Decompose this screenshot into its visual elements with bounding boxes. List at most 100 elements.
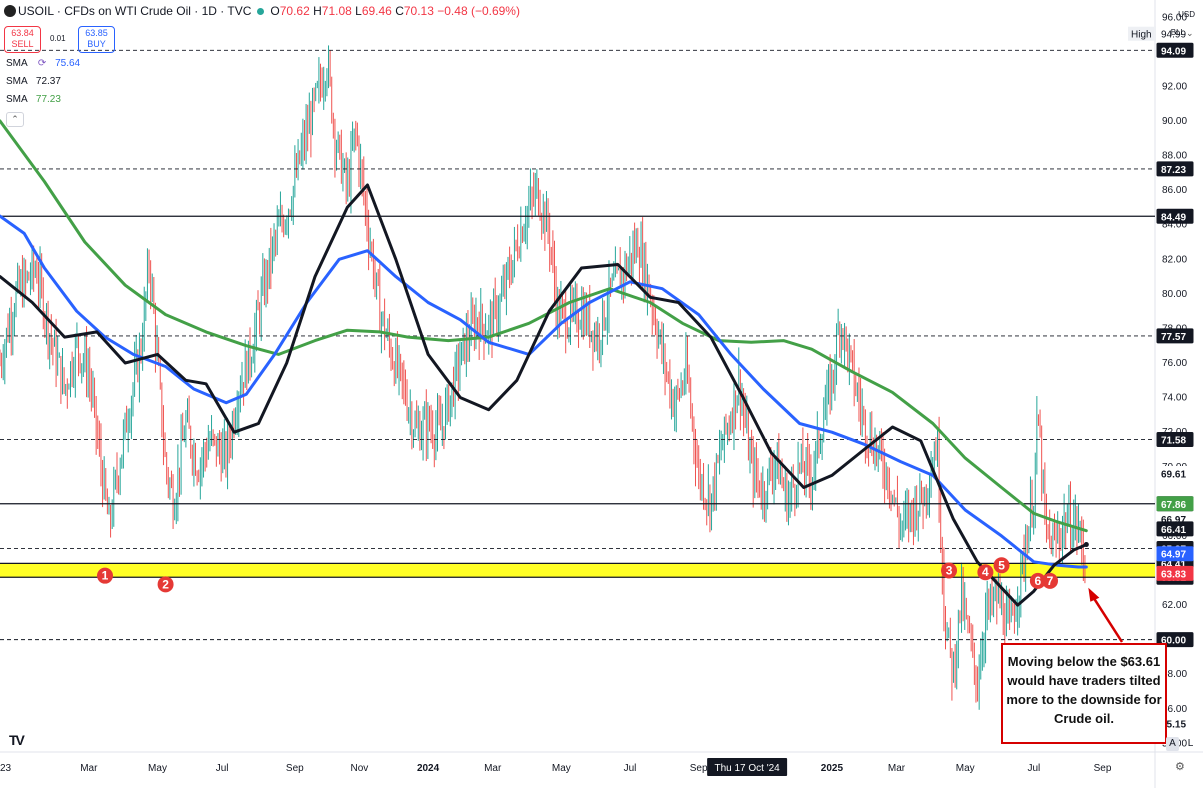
price-tick-label[interactable]: 92.00 xyxy=(1162,81,1187,92)
time-tick-label[interactable]: Sep xyxy=(286,763,304,774)
buy-button[interactable]: 63.85 BUY xyxy=(78,26,115,53)
time-tick-label[interactable]: Sep xyxy=(1094,763,1112,774)
time-tick-label[interactable]: Nov xyxy=(351,763,369,774)
indicator-value: 77.23 xyxy=(35,94,61,105)
price-tag-64-97[interactable]: 64.97 xyxy=(1156,546,1194,562)
price-tick-label[interactable]: 90.00 xyxy=(1162,116,1187,127)
price-tick-label[interactable]: 62.00 xyxy=(1162,600,1187,611)
price-tick-label[interactable]: 80.00 xyxy=(1162,289,1187,300)
sma-slow-line xyxy=(0,119,1088,533)
time-tick-label[interactable]: Mar xyxy=(888,763,906,774)
wave-marker-7: 7 xyxy=(1042,572,1058,589)
auto-scale-button[interactable]: A xyxy=(1166,737,1179,751)
price-tick-label[interactable]: 66.00 xyxy=(1162,531,1187,542)
tag-bg xyxy=(1156,466,1194,482)
price-tick-label[interactable]: 82.00 xyxy=(1162,254,1187,265)
price-tick-label[interactable]: 58.00 xyxy=(1162,669,1187,680)
symbol-header: USOIL · CFDs on WTI Crude Oil · 1D · TVC… xyxy=(4,4,520,18)
collapse-indicators-button[interactable]: ⌃ xyxy=(6,112,24,127)
time-tick-label[interactable]: Jul xyxy=(624,763,637,774)
price-tag-63-83[interactable]: 63.83 xyxy=(1156,565,1194,581)
indicator-sma-1[interactable]: SMA ⟳ 75.64 xyxy=(6,58,80,69)
marker-circle xyxy=(1042,572,1058,589)
time-tick-label[interactable]: 2023 xyxy=(0,763,12,774)
wave-marker-2: 2 xyxy=(157,576,174,593)
tag-bg xyxy=(1156,546,1194,562)
level-tag-84-49[interactable]: 84.49 xyxy=(1156,208,1194,224)
ohlc-value: 70.62 xyxy=(279,4,314,18)
tag-text: 64.97 xyxy=(1161,550,1186,561)
price-tick-label[interactable]: 76.00 xyxy=(1162,358,1187,369)
time-tick-label[interactable]: Sep xyxy=(690,763,708,774)
spread: 0.01 xyxy=(50,34,66,43)
time-tick-label[interactable]: Jul xyxy=(216,763,229,774)
tag-bg xyxy=(1156,42,1194,58)
time-tick-label[interactable]: Mar xyxy=(484,763,502,774)
gear-icon[interactable]: ⚙ xyxy=(1175,761,1185,773)
buy-price: 63.85 xyxy=(85,28,108,38)
market-open-dot-icon xyxy=(257,8,265,15)
tag-text: 77.57 xyxy=(1161,332,1186,343)
marker-circle xyxy=(941,562,958,579)
price-axis[interactable]: 96.0094.0092.0090.0088.0086.0084.0082.00… xyxy=(1128,12,1200,749)
indicator-value: 75.64 xyxy=(55,58,81,69)
tag-bg xyxy=(1156,496,1194,512)
price-tag-69-61[interactable]: 69.61 xyxy=(1156,466,1194,482)
price-tick-label[interactable]: 88.00 xyxy=(1162,151,1187,162)
tag-text: 55.15 xyxy=(1161,719,1186,730)
ohlc-value: 69.46 xyxy=(361,4,396,18)
marker-label: 6 xyxy=(1035,574,1042,588)
price-tick-label[interactable]: 86.00 xyxy=(1162,185,1187,196)
arrow-head xyxy=(1088,587,1100,602)
unit-label[interactable]: BLL xyxy=(1170,28,1185,37)
tag-text: 64.41 xyxy=(1161,559,1186,570)
tag-text: 66.97 xyxy=(1161,515,1186,526)
sell-button[interactable]: 63.84 SELL xyxy=(4,26,41,53)
chevron-down-icon[interactable]: ⌄ xyxy=(1186,28,1194,38)
currency-label[interactable]: USD xyxy=(1178,10,1195,19)
indicator-label: SMA xyxy=(6,76,28,87)
price-tick-label[interactable]: 56.00 xyxy=(1162,704,1187,715)
price-tick-label[interactable]: 74.00 xyxy=(1162,393,1187,404)
time-tick-label[interactable]: May xyxy=(148,763,167,774)
sma-end-dot xyxy=(1083,542,1089,548)
wave-markers: 123 4 56 7 xyxy=(97,557,1058,593)
price-tick-label[interactable]: 84.00 xyxy=(1162,220,1187,231)
annotation-callout: Moving below the $63.61 would have trade… xyxy=(1001,643,1167,744)
tag-bg xyxy=(1156,521,1194,537)
loading-icon: ⟳ xyxy=(37,58,47,69)
time-tick-label[interactable]: May xyxy=(552,763,571,774)
tradingview-logo-icon: TV xyxy=(9,732,25,748)
price-tick-label[interactable]: 96.00 xyxy=(1162,12,1187,23)
time-tick-label[interactable]: Jul xyxy=(1027,763,1040,774)
time-tick-label[interactable]: 2024 xyxy=(417,763,440,774)
level-tag-71-58[interactable]: 71.58 xyxy=(1156,431,1194,447)
level-tag-94-09[interactable]: 94.09 xyxy=(1156,42,1194,58)
time-tick-label[interactable]: 2025 xyxy=(821,763,844,774)
tag-text: 71.58 xyxy=(1161,435,1186,446)
time-tick-label[interactable]: May xyxy=(956,763,975,774)
ohlc-key: H xyxy=(313,4,322,18)
indicator-sma-3[interactable]: SMA 77.23 xyxy=(6,94,61,105)
high-value: 94.99 xyxy=(1161,30,1186,41)
log-scale-button[interactable]: L xyxy=(1187,738,1194,749)
indicator-sma-2[interactable]: SMA 72.37 xyxy=(6,76,61,87)
arrow-shaft xyxy=(1091,595,1124,643)
wave-marker-6: 6 xyxy=(1029,572,1046,589)
time-tick-label[interactable]: Mar xyxy=(80,763,98,774)
marker-label: 5 xyxy=(998,558,1005,572)
price-tag-66-41[interactable]: 66.41 xyxy=(1156,521,1194,537)
level-tag-77-57[interactable]: 77.57 xyxy=(1156,328,1194,344)
indicator-label: SMA xyxy=(6,58,28,69)
wave-marker-3: 3 xyxy=(941,562,958,579)
level-tag-87-23[interactable]: 87.23 xyxy=(1156,161,1194,177)
time-axis[interactable]: 2023 Mar May Jul Sep Nov 2024 Mar May Jul Sep 2025 M… xyxy=(0,758,1112,776)
price-tag-67-86[interactable]: 67.86 xyxy=(1156,496,1194,512)
horizontal-levels[interactable] xyxy=(0,49,1155,641)
sell-price: 63.84 xyxy=(11,28,34,38)
symbol-line[interactable]: USOIL · CFDs on WTI Crude Oil · 1D · TVC xyxy=(18,4,252,18)
marker-circle xyxy=(1029,572,1046,589)
marker-circle xyxy=(97,567,113,584)
support-zone-band xyxy=(0,563,1155,578)
